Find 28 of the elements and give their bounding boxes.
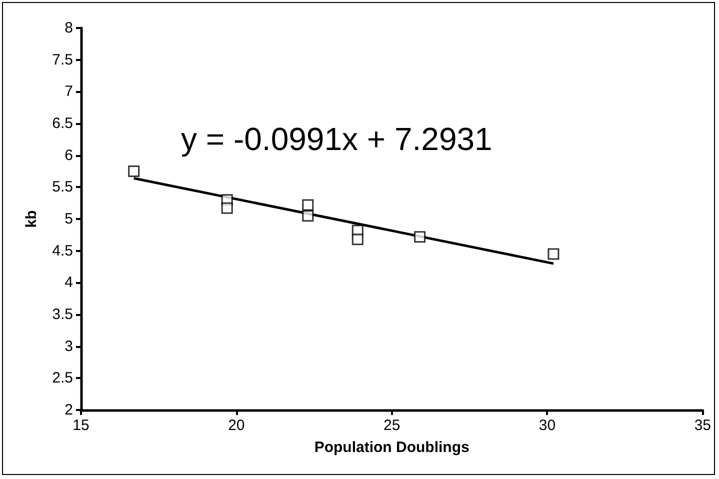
point: [128, 166, 140, 177]
y-tick-label: 4.5: [52, 242, 73, 260]
x-tick-label: 25: [383, 417, 400, 434]
y-tick-label: 7: [64, 83, 73, 100]
y-tick-label: 8: [64, 20, 73, 36]
y-tick-label: 7.5: [52, 51, 73, 68]
point: [352, 234, 364, 246]
y-tick-label: 2: [64, 402, 73, 418]
y-tick-label: 3.5: [52, 306, 73, 323]
y-tick-label: 5.5: [52, 178, 73, 196]
point: [302, 210, 314, 222]
point: [548, 248, 560, 260]
annotation: y = -0.0991x + 7.2931: [181, 121, 492, 157]
x-tick-label: 15: [72, 417, 90, 434]
y-tick-label: 5: [64, 210, 73, 228]
y-axis-title: kb: [23, 210, 40, 228]
x-axis-title: Population Doublings: [314, 439, 470, 456]
x-tick-label: 20: [228, 417, 245, 434]
y-tick-label: 4: [64, 274, 73, 292]
y-tick-label: 6: [64, 146, 73, 164]
point: [302, 199, 314, 211]
y-tick-label: 6.5: [52, 115, 73, 132]
point: [414, 231, 426, 243]
x-tick-label: 30: [538, 417, 556, 434]
y-tick-label: 2.5: [52, 370, 73, 387]
x-tick-label: 35: [694, 417, 711, 434]
point: [221, 202, 233, 214]
y-tick-label: 3: [64, 338, 73, 355]
